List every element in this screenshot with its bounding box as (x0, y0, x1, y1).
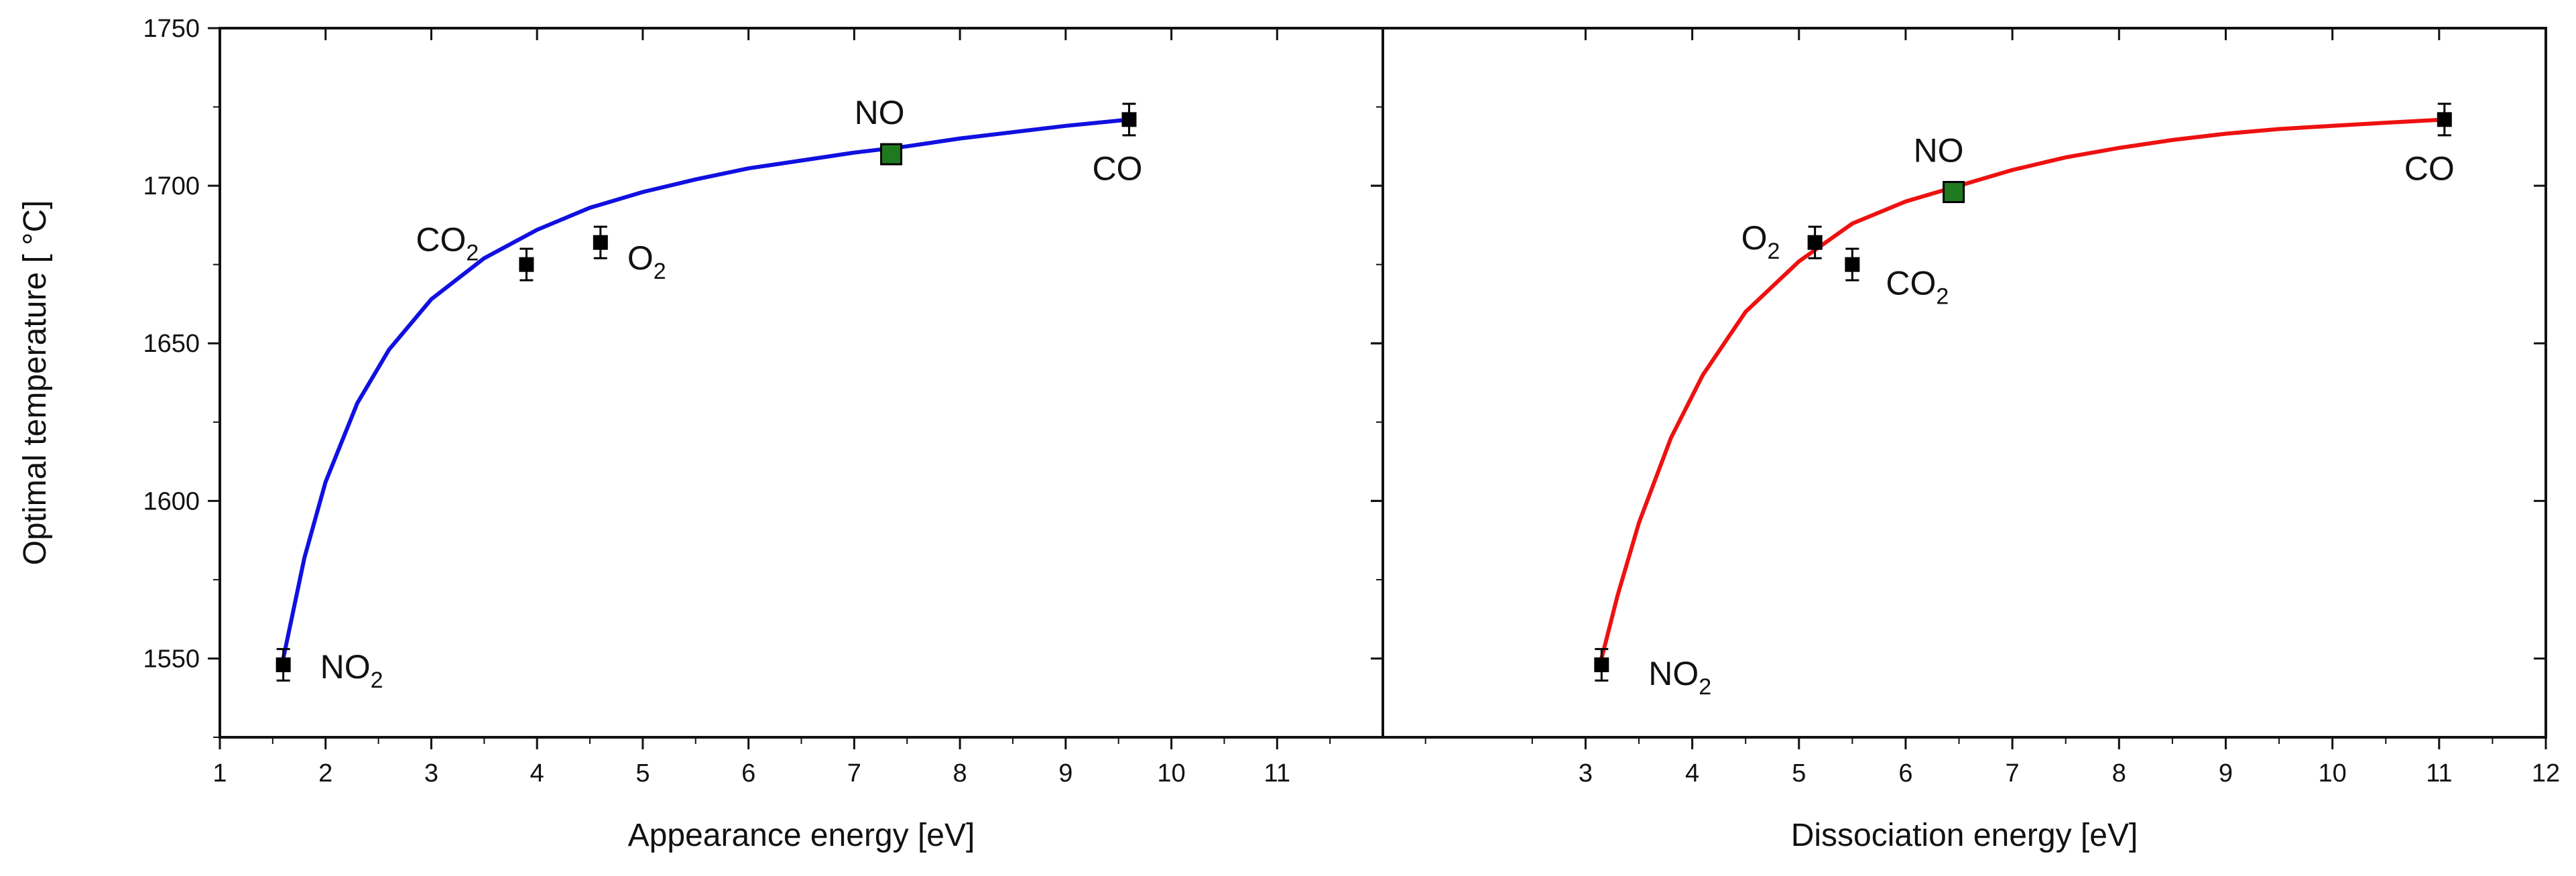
left-point-label: CO2 (416, 221, 479, 266)
right-x-tick-label: 3 (1579, 759, 1593, 788)
right-data-point-o2 (1807, 235, 1823, 250)
right-point-label: O2 (1741, 219, 1780, 264)
point-label-text: CO (1886, 265, 1936, 302)
left-point-label: NO (855, 94, 905, 131)
point-label-subscript: 2 (1768, 239, 1780, 264)
y-tick-label: 1600 (143, 487, 200, 515)
right-point-label: CO (2404, 149, 2455, 187)
y-tick-label: 1750 (143, 15, 200, 43)
right-data-point-co (2437, 112, 2452, 127)
point-label-text: CO (2404, 149, 2455, 187)
left-x-tick-label: 3 (424, 759, 438, 788)
left-x-tick-label: 10 (1157, 759, 1185, 788)
right-point-label: NO2 (1648, 655, 1711, 700)
left-tick-labels: 1 2 3 4 5 6 7 8 9 10 11 1550 1600 1650 1700 1750 (143, 15, 1290, 788)
y-tick-label: 1650 (143, 330, 200, 358)
point-label-text: NO (855, 94, 905, 131)
point-label-subscript: 2 (371, 668, 383, 693)
right-tick-labels: 3 4 5 6 7 8 9 10 11 12 (1579, 759, 2560, 788)
left-x-tick-label: 5 (635, 759, 650, 788)
left-data-point-no (880, 143, 903, 166)
left-point-label: NO2 (320, 648, 383, 693)
right-x-tick-label: 11 (2426, 759, 2452, 788)
left-data-point-no2 (275, 657, 291, 672)
point-label-subscript: 2 (654, 259, 666, 284)
right-x-tick-label: 7 (2006, 759, 2020, 788)
right-x-axis-label: Dissociation energy [eV] (1791, 818, 2138, 853)
point-label-text: O (1741, 219, 1768, 257)
y-tick-label: 1700 (143, 172, 200, 200)
left-point-label: O2 (627, 239, 666, 284)
point-label-subscript: 2 (1699, 674, 1711, 700)
left-x-tick-label: 4 (530, 759, 544, 788)
right-data-point-no (1943, 181, 1965, 204)
right-point-label: NO (1914, 132, 1964, 170)
left-point-label: CO (1092, 149, 1142, 187)
right-plot-frame (1382, 27, 2547, 739)
y-axis-label: Optimal temperature [ °C] (17, 200, 53, 566)
point-label-text: CO (416, 221, 466, 259)
left-x-tick-label: 6 (741, 759, 755, 788)
right-x-tick-label: 8 (2112, 759, 2126, 788)
left-axes-group (208, 27, 1384, 749)
left-data-point-co (1121, 112, 1137, 127)
point-label-text: CO (1092, 149, 1142, 187)
left-data-point-o2 (593, 235, 608, 250)
left-x-tick-label: 1 (212, 759, 227, 788)
left-x-tick-label: 7 (847, 759, 861, 788)
left-plot-frame (219, 27, 1384, 739)
point-label-subscript: 2 (1936, 284, 1949, 310)
left-x-tick-label: 9 (1058, 759, 1072, 788)
point-label-text: NO (1914, 132, 1964, 170)
left-data-point-co2 (519, 257, 534, 272)
point-label-text: NO (1648, 655, 1699, 692)
right-x-tick-label: 4 (1685, 759, 1699, 788)
left-x-axis-label: Appearance energy [eV] (628, 818, 975, 853)
point-label-text: NO (320, 648, 371, 686)
right-x-tick-label: 12 (2532, 759, 2560, 788)
left-x-tick-label: 2 (318, 759, 332, 788)
y-tick-label: 1550 (143, 645, 200, 673)
right-x-tick-label: 9 (2219, 759, 2233, 788)
right-axes-group (1371, 27, 2547, 749)
point-label-text: O (627, 239, 654, 277)
left-fit-curve (281, 117, 1129, 660)
right-data-point-co2 (1845, 257, 1860, 272)
right-x-tick-label: 5 (1792, 759, 1806, 788)
right-x-tick-label: 6 (1898, 759, 1912, 788)
right-data-point-no2 (1594, 657, 1609, 672)
left-x-tick-label: 11 (1264, 759, 1290, 788)
right-x-tick-label: 10 (2319, 759, 2347, 788)
left-x-tick-label: 8 (953, 759, 967, 788)
point-label-subscript: 2 (466, 241, 479, 266)
right-point-label: CO2 (1886, 265, 1949, 310)
right-fit-curve (1599, 117, 2445, 660)
